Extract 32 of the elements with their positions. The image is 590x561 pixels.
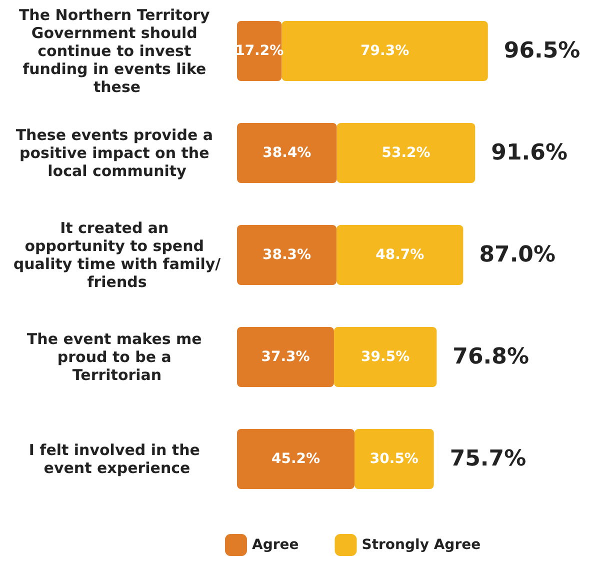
bar: [237, 429, 355, 489]
y-tick-label: The event makes me proud to be a Territorian: [26, 330, 208, 384]
data-label: 39.5%: [361, 349, 410, 365]
bar: [237, 225, 337, 285]
data-label: 48.7%: [376, 247, 424, 263]
bar: [334, 327, 437, 387]
total-label: 87.0%: [479, 242, 556, 268]
y-tick-label: I felt involved in the event experience: [28, 441, 206, 477]
data-label: 45.2%: [271, 451, 320, 467]
data-label: 79.3%: [360, 43, 410, 59]
total-label: 96.5%: [504, 38, 580, 64]
bar: [354, 429, 434, 489]
data-label: 53.2%: [382, 145, 430, 161]
data-label: 30.5%: [370, 451, 418, 467]
data-label: 38.4%: [262, 145, 312, 161]
bar: [282, 21, 488, 81]
bar: [237, 327, 334, 387]
bar: [237, 21, 282, 81]
legend-label: Strongly Agree: [362, 537, 481, 553]
y-tick-label: These events provide a positive impact on the local community: [16, 126, 218, 180]
y-tick-label: It created an opportunity to spend quality time with family/friends: [13, 219, 222, 291]
data-label: 17.2%: [235, 43, 284, 59]
y-tick-label: The Northern Territory Government should continue to invest funding in events like these: [18, 6, 216, 96]
data-label: 37.3%: [261, 349, 310, 365]
total-label: 76.8%: [452, 344, 530, 370]
data-label: 38.3%: [262, 247, 312, 263]
total-label: 75.7%: [450, 446, 526, 472]
bar: [336, 225, 464, 285]
bar: [237, 123, 337, 183]
total-label: 91.6%: [491, 140, 568, 166]
legend-label: Agree: [252, 537, 299, 553]
bar: [336, 123, 476, 183]
